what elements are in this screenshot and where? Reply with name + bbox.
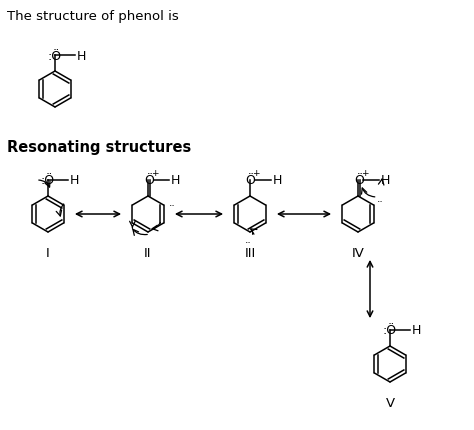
Text: H: H [411, 324, 421, 337]
Text: H: H [170, 174, 180, 187]
Text: H: H [272, 174, 282, 187]
Text: +: + [151, 169, 159, 178]
Text: :Ö: :Ö [41, 174, 55, 187]
Text: ··: ·· [169, 200, 175, 211]
Text: Resonating structures: Resonating structures [7, 140, 191, 155]
Text: H: H [76, 49, 86, 62]
Text: :Ö: :Ö [48, 49, 62, 62]
Text: :Ö: :Ö [383, 324, 397, 337]
Text: +: + [252, 169, 260, 178]
Text: ··: ·· [245, 237, 251, 247]
Text: +: + [361, 169, 369, 178]
Text: H: H [69, 174, 79, 187]
Text: H: H [380, 174, 390, 187]
Text: V: V [385, 396, 394, 409]
Text: II: II [144, 246, 152, 259]
Text: The structure of phenol is: The structure of phenol is [7, 10, 179, 23]
Text: ··: ·· [376, 197, 383, 206]
Text: Ö: Ö [354, 174, 364, 187]
Text: Ö: Ö [144, 174, 154, 187]
Text: IV: IV [352, 246, 365, 259]
Text: Ö: Ö [245, 174, 255, 187]
Text: III: III [245, 246, 255, 259]
Text: I: I [46, 246, 50, 259]
